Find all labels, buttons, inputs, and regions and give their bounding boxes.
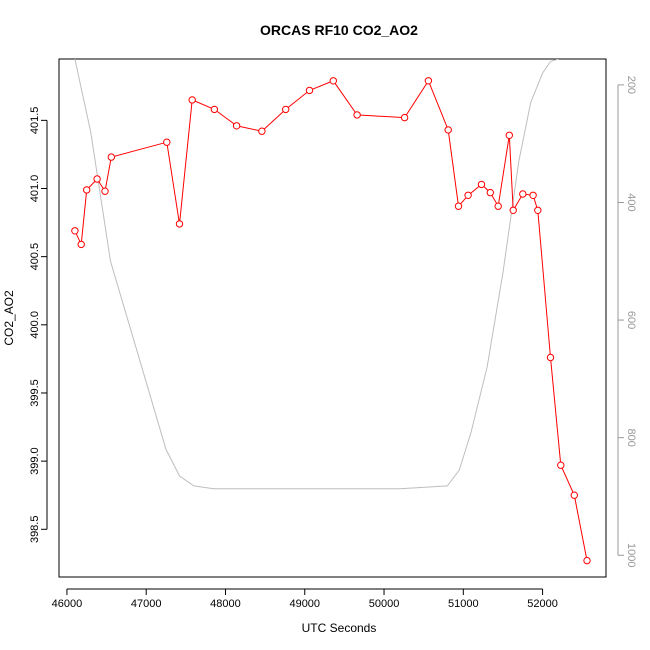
x-tick-label: 50000: [369, 598, 400, 610]
co2-point: [534, 206, 542, 215]
y-axis: 398.5 399.0 399.5 400.0 400.5 401.0 401.5: [29, 107, 48, 544]
right-axis: 200 400 600 800 1000: [617, 76, 637, 567]
co2-point: [529, 191, 537, 200]
right-tick-label: 1000: [625, 543, 637, 567]
pressure-line: [74, 59, 559, 490]
co2-point: [557, 461, 565, 469]
right-tick-label: 200: [625, 76, 637, 94]
x-tick-label: 51000: [448, 598, 479, 610]
co2-point: [486, 188, 494, 197]
co2-point: [444, 126, 452, 134]
co2-point: [424, 77, 433, 85]
co2-point: [400, 113, 409, 122]
y-tick-label: 400.0: [29, 311, 41, 339]
right-tick-label: 600: [625, 311, 637, 329]
co2-point: [107, 153, 116, 161]
co2-point: [93, 175, 101, 183]
x-axis: 46000 47000 48000 49000 50000 51000 52000: [52, 588, 558, 610]
y-tick-label: 400.5: [29, 243, 41, 271]
right-tick-label: 400: [625, 193, 637, 211]
x-axis-label: UTC Seconds: [302, 621, 377, 635]
co2-point: [546, 353, 555, 362]
co2-point: [71, 227, 79, 235]
co2-point: [509, 206, 517, 215]
right-tick-label: 800: [625, 428, 637, 446]
co2-point: [570, 491, 578, 499]
x-tick-label: 46000: [52, 598, 83, 610]
co2-point: [282, 105, 290, 114]
co2-point: [232, 122, 241, 130]
y-tick-label: 399.5: [29, 379, 41, 407]
chart-title: ORCAS RF10 CO2_AO2: [260, 22, 418, 38]
x-tick-label: 47000: [131, 598, 162, 610]
co2-point: [305, 86, 314, 95]
co2-point: [101, 187, 109, 195]
co2-point: [163, 138, 171, 146]
co2-point: [519, 190, 527, 198]
y-tick-label: 401.5: [29, 107, 41, 135]
y-tick-label: 399.0: [29, 447, 41, 475]
co2-point: [477, 180, 486, 189]
series-group: [71, 59, 591, 565]
co2-point: [329, 77, 337, 85]
x-tick-label: 48000: [210, 598, 241, 610]
co2-point: [464, 191, 472, 200]
co2-point: [583, 556, 591, 565]
co2-point: [83, 186, 91, 194]
co2-point: [494, 202, 502, 210]
x-tick-label: 52000: [527, 598, 558, 610]
y-tick-label: 401.0: [29, 175, 41, 203]
co2-point: [505, 131, 513, 140]
plot-frame: [58, 58, 607, 578]
co2-point: [353, 111, 361, 119]
y-axis-label: CO2_AO2: [2, 290, 16, 346]
co2-point: [175, 220, 184, 228]
x-tick-label: 49000: [289, 598, 320, 610]
co2-point: [188, 96, 196, 104]
co2-point: [77, 240, 85, 249]
co2-point: [210, 105, 219, 114]
co2-point: [454, 202, 463, 210]
co2-point: [258, 127, 266, 135]
plot-area: [71, 59, 591, 565]
y-tick-label: 398.5: [29, 516, 41, 544]
